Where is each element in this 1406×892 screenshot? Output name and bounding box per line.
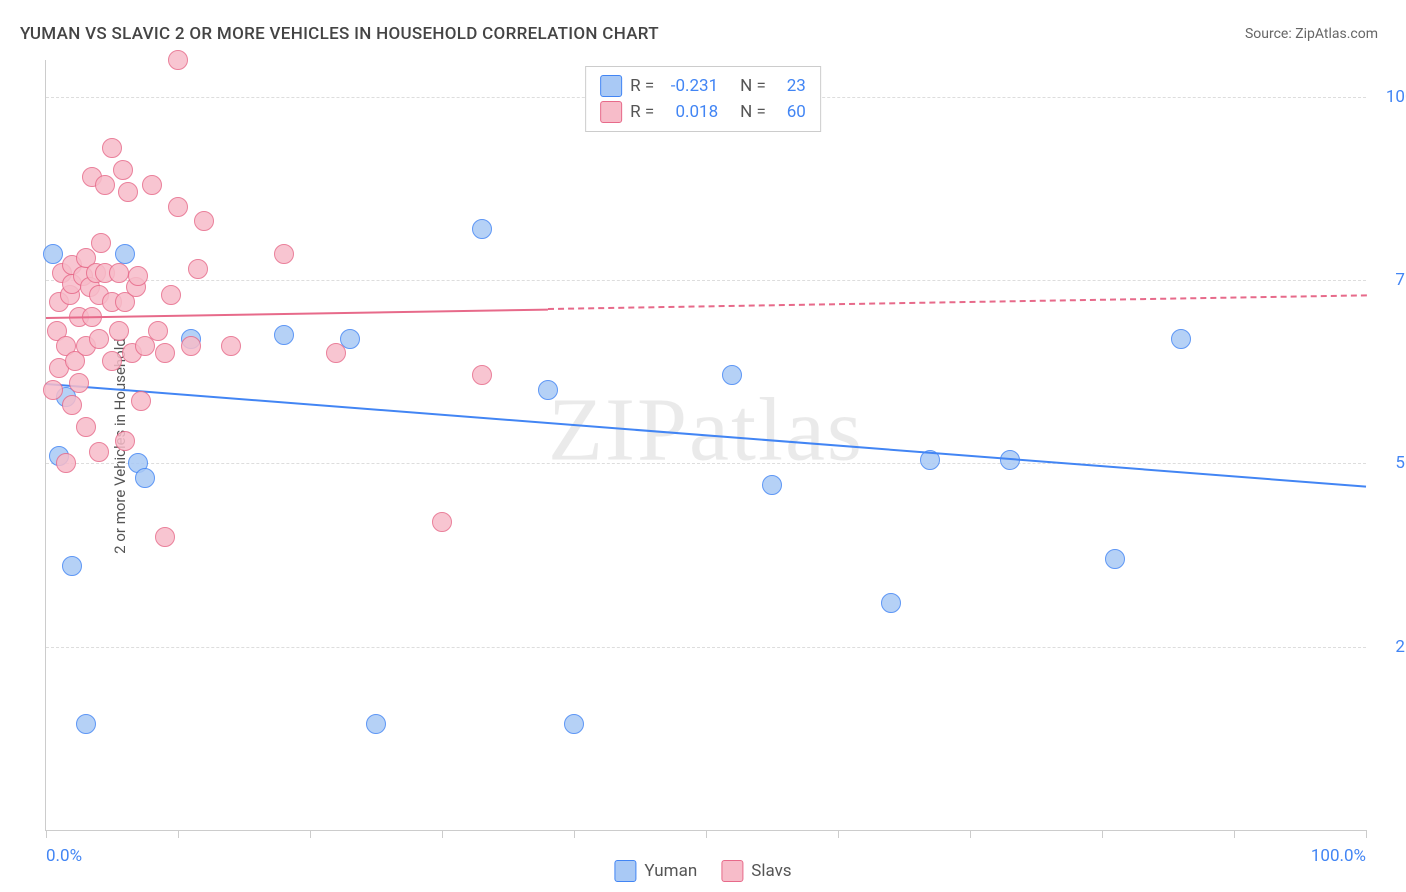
y-tick-label: 75.0% bbox=[1395, 270, 1406, 290]
gridline-horizontal bbox=[46, 280, 1366, 281]
scatter-point bbox=[115, 431, 135, 451]
x-tick bbox=[442, 830, 443, 838]
scatter-point bbox=[326, 343, 346, 363]
scatter-point bbox=[118, 182, 138, 202]
y-tick-label: 100.0% bbox=[1386, 87, 1406, 107]
scatter-point bbox=[102, 351, 122, 371]
scatter-point bbox=[135, 468, 155, 488]
scatter-point bbox=[148, 321, 168, 341]
legend-r-label: R = bbox=[630, 73, 654, 99]
scatter-point bbox=[472, 365, 492, 385]
legend-r-value: 0.018 bbox=[662, 99, 718, 125]
scatter-point bbox=[538, 380, 558, 400]
scatter-point bbox=[115, 244, 135, 264]
y-tick-label: 50.0% bbox=[1395, 453, 1406, 473]
x-tick bbox=[1366, 830, 1367, 838]
x-tick bbox=[46, 830, 47, 838]
scatter-point bbox=[56, 453, 76, 473]
x-tick bbox=[310, 830, 311, 838]
gridline-horizontal bbox=[46, 647, 1366, 648]
scatter-point bbox=[366, 714, 386, 734]
scatter-point bbox=[109, 263, 129, 283]
source-name: ZipAtlas.com bbox=[1295, 26, 1378, 42]
gridline-horizontal bbox=[46, 463, 1366, 464]
scatter-point bbox=[62, 395, 82, 415]
trend-line bbox=[548, 295, 1366, 311]
scatter-point bbox=[155, 343, 175, 363]
scatter-point bbox=[161, 285, 181, 305]
scatter-point bbox=[89, 329, 109, 349]
x-tick bbox=[970, 830, 971, 838]
scatter-point bbox=[102, 138, 122, 158]
scatter-point bbox=[62, 556, 82, 576]
scatter-point bbox=[722, 365, 742, 385]
x-tick bbox=[1102, 830, 1103, 838]
source-prefix: Source: bbox=[1245, 26, 1295, 42]
scatter-chart: ZIPatlas 25.0%50.0%75.0%100.0%0.0%100.0% bbox=[45, 60, 1366, 831]
scatter-point bbox=[564, 714, 584, 734]
scatter-point bbox=[89, 442, 109, 462]
scatter-point bbox=[128, 266, 148, 286]
x-tick bbox=[706, 830, 707, 838]
scatter-point bbox=[762, 475, 782, 495]
scatter-point bbox=[472, 219, 492, 239]
legend-swatch bbox=[600, 101, 622, 123]
scatter-point bbox=[109, 321, 129, 341]
scatter-point bbox=[881, 593, 901, 613]
legend-series-item: Slavs bbox=[721, 860, 791, 882]
chart-title: YUMAN VS SLAVIC 2 OR MORE VEHICLES IN HO… bbox=[20, 24, 659, 44]
watermark: ZIPatlas bbox=[548, 378, 864, 481]
legend-n-value: 23 bbox=[774, 73, 806, 99]
legend-stats: R = -0.231 N = 23 R = 0.018 N = 60 bbox=[585, 66, 821, 132]
legend-swatch bbox=[614, 860, 636, 882]
scatter-point bbox=[274, 244, 294, 264]
x-tick-label: 0.0% bbox=[46, 846, 82, 866]
legend-series: Yuman Slavs bbox=[614, 860, 791, 882]
legend-stat-row: R = 0.018 N = 60 bbox=[600, 99, 806, 125]
scatter-point bbox=[91, 233, 111, 253]
legend-swatch bbox=[721, 860, 743, 882]
legend-n-label: N = bbox=[740, 99, 766, 125]
legend-swatch bbox=[600, 75, 622, 97]
scatter-point bbox=[274, 325, 294, 345]
x-tick bbox=[178, 830, 179, 838]
scatter-point bbox=[221, 336, 241, 356]
scatter-point bbox=[95, 175, 115, 195]
scatter-point bbox=[76, 417, 96, 437]
legend-stat-row: R = -0.231 N = 23 bbox=[600, 73, 806, 99]
scatter-point bbox=[155, 527, 175, 547]
legend-series-item: Yuman bbox=[614, 860, 697, 882]
scatter-point bbox=[142, 175, 162, 195]
scatter-point bbox=[69, 373, 89, 393]
scatter-point bbox=[188, 259, 208, 279]
y-tick-label: 25.0% bbox=[1395, 637, 1406, 657]
source-attribution: Source: ZipAtlas.com bbox=[1245, 26, 1378, 42]
scatter-point bbox=[168, 197, 188, 217]
legend-series-label: Yuman bbox=[644, 861, 697, 881]
scatter-point bbox=[432, 512, 452, 532]
legend-n-value: 60 bbox=[774, 99, 806, 125]
legend-r-label: R = bbox=[630, 99, 654, 125]
x-tick bbox=[1234, 830, 1235, 838]
x-tick bbox=[574, 830, 575, 838]
legend-r-value: -0.231 bbox=[662, 73, 718, 99]
scatter-point bbox=[131, 391, 151, 411]
scatter-point bbox=[1105, 549, 1125, 569]
legend-series-label: Slavs bbox=[751, 861, 791, 881]
scatter-point bbox=[113, 160, 133, 180]
x-tick bbox=[838, 830, 839, 838]
scatter-point bbox=[43, 380, 63, 400]
x-tick-label: 100.0% bbox=[1311, 846, 1366, 866]
scatter-point bbox=[181, 336, 201, 356]
scatter-point bbox=[43, 244, 63, 264]
scatter-point bbox=[1171, 329, 1191, 349]
scatter-point bbox=[168, 50, 188, 70]
trend-line bbox=[46, 383, 1366, 488]
legend-n-label: N = bbox=[740, 73, 766, 99]
scatter-point bbox=[76, 714, 96, 734]
scatter-point bbox=[194, 211, 214, 231]
